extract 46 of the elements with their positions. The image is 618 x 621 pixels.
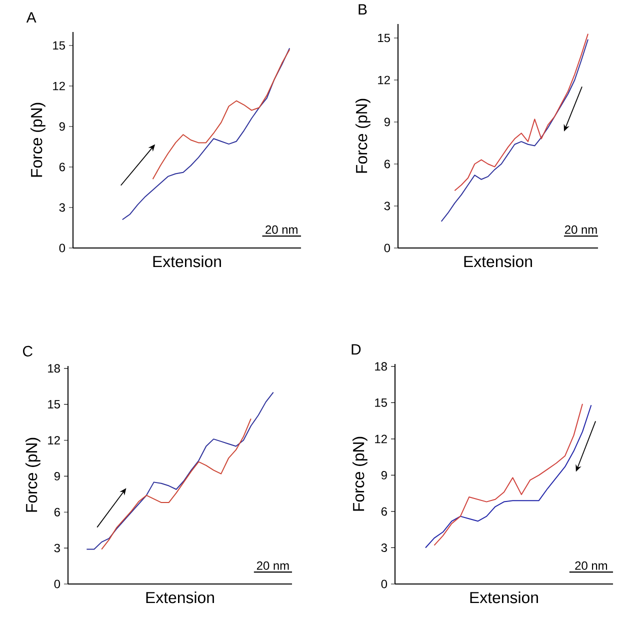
y-tick-label: 9 <box>384 118 390 126</box>
y-tick-label: 9 <box>59 122 65 131</box>
y-tick-label: 6 <box>59 162 65 172</box>
y-tick-label: 15 <box>378 34 390 42</box>
y-tick-label: 12 <box>378 76 390 84</box>
y-tick-label: 0 <box>384 244 390 252</box>
y-tick-label: 3 <box>59 203 65 212</box>
y-tick-label: 3 <box>381 544 387 552</box>
y-axis-title: Force (pN) <box>352 436 368 511</box>
y-tick-label: 6 <box>384 160 390 168</box>
y-tick-label: 3 <box>384 202 390 210</box>
x-axis-title: Extension <box>464 256 532 268</box>
y-tick-label: 12 <box>48 436 60 444</box>
y-tick-label: 9 <box>54 472 60 480</box>
y-tick-label: 0 <box>54 580 60 588</box>
line-series <box>86 392 274 550</box>
y-tick-label: 15 <box>53 41 65 50</box>
annotation: 20 nm <box>575 561 608 570</box>
y-tick-label: 18 <box>375 362 387 371</box>
y-tick-label: 3 <box>54 544 60 552</box>
y-axis-title: Force (pN) <box>30 102 46 177</box>
y-tick-label: 0 <box>381 580 388 588</box>
chart-title: C <box>23 346 32 356</box>
annotation: 20 nm <box>266 225 298 234</box>
y-axis-title: Force (pN) <box>26 438 40 512</box>
y-tick-label: 6 <box>381 507 387 516</box>
y-tick-label: 0 <box>59 244 66 252</box>
line-series <box>152 49 290 180</box>
y-tick-label: 15 <box>48 400 60 408</box>
chart-title: D <box>352 344 361 354</box>
chart-title: B <box>358 4 367 14</box>
x-axis-title: Extension <box>153 256 221 268</box>
x-axis-title: Extension <box>470 592 538 604</box>
y-tick-label: 18 <box>48 364 60 373</box>
line-series <box>101 418 252 550</box>
y-tick-label: 9 <box>381 470 387 480</box>
x-axis-title: Extension <box>146 592 214 604</box>
line-series <box>454 33 589 192</box>
annotation: 20 nm <box>564 225 597 234</box>
chart-title: A <box>26 12 36 22</box>
y-axis-title: Force (pN) <box>356 98 370 173</box>
annotation: 20 nm <box>256 561 289 570</box>
y-tick-label: 12 <box>375 434 387 444</box>
y-tick-label: 12 <box>53 82 65 90</box>
y-tick-label: 15 <box>375 398 387 407</box>
y-tick-label: 6 <box>54 508 60 516</box>
